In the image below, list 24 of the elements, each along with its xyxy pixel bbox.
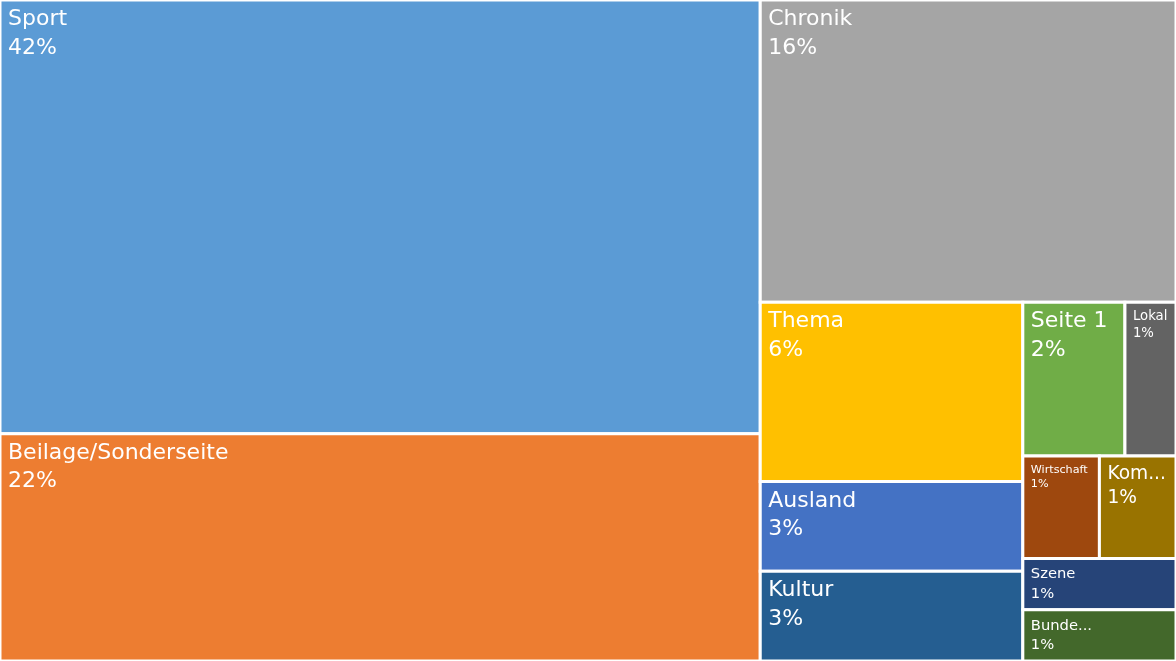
category-label: Lokal [1132, 308, 1168, 324]
category-label: Bunde... [1030, 615, 1093, 633]
category-label: Chronik [768, 5, 853, 30]
data-label: 3% [768, 515, 804, 541]
category-label: Sport [8, 5, 68, 30]
category-label: Ausland [768, 486, 857, 512]
data-label: 1% [1030, 583, 1055, 601]
category-label: Beilage/Sonderseite [8, 438, 229, 464]
category-label: Seite 1 [1030, 307, 1108, 333]
category-label: Kom... [1107, 461, 1166, 483]
data-label: 16% [768, 33, 818, 59]
data-label: 1% [1030, 634, 1055, 652]
data-label: 42% [8, 33, 57, 59]
data-label: 6% [768, 335, 804, 361]
category-label: Wirtschaft [1030, 462, 1089, 476]
category-label: Thema [767, 307, 845, 333]
data-label: 1% [1107, 486, 1137, 508]
data-label: 22% [8, 467, 57, 493]
data-label: 1% [1132, 325, 1154, 341]
category-label: Kultur [768, 576, 835, 602]
data-label: 3% [768, 604, 804, 630]
category-label: Szene [1030, 564, 1076, 582]
data-label: 2% [1030, 335, 1066, 361]
data-label: 1% [1030, 477, 1049, 491]
